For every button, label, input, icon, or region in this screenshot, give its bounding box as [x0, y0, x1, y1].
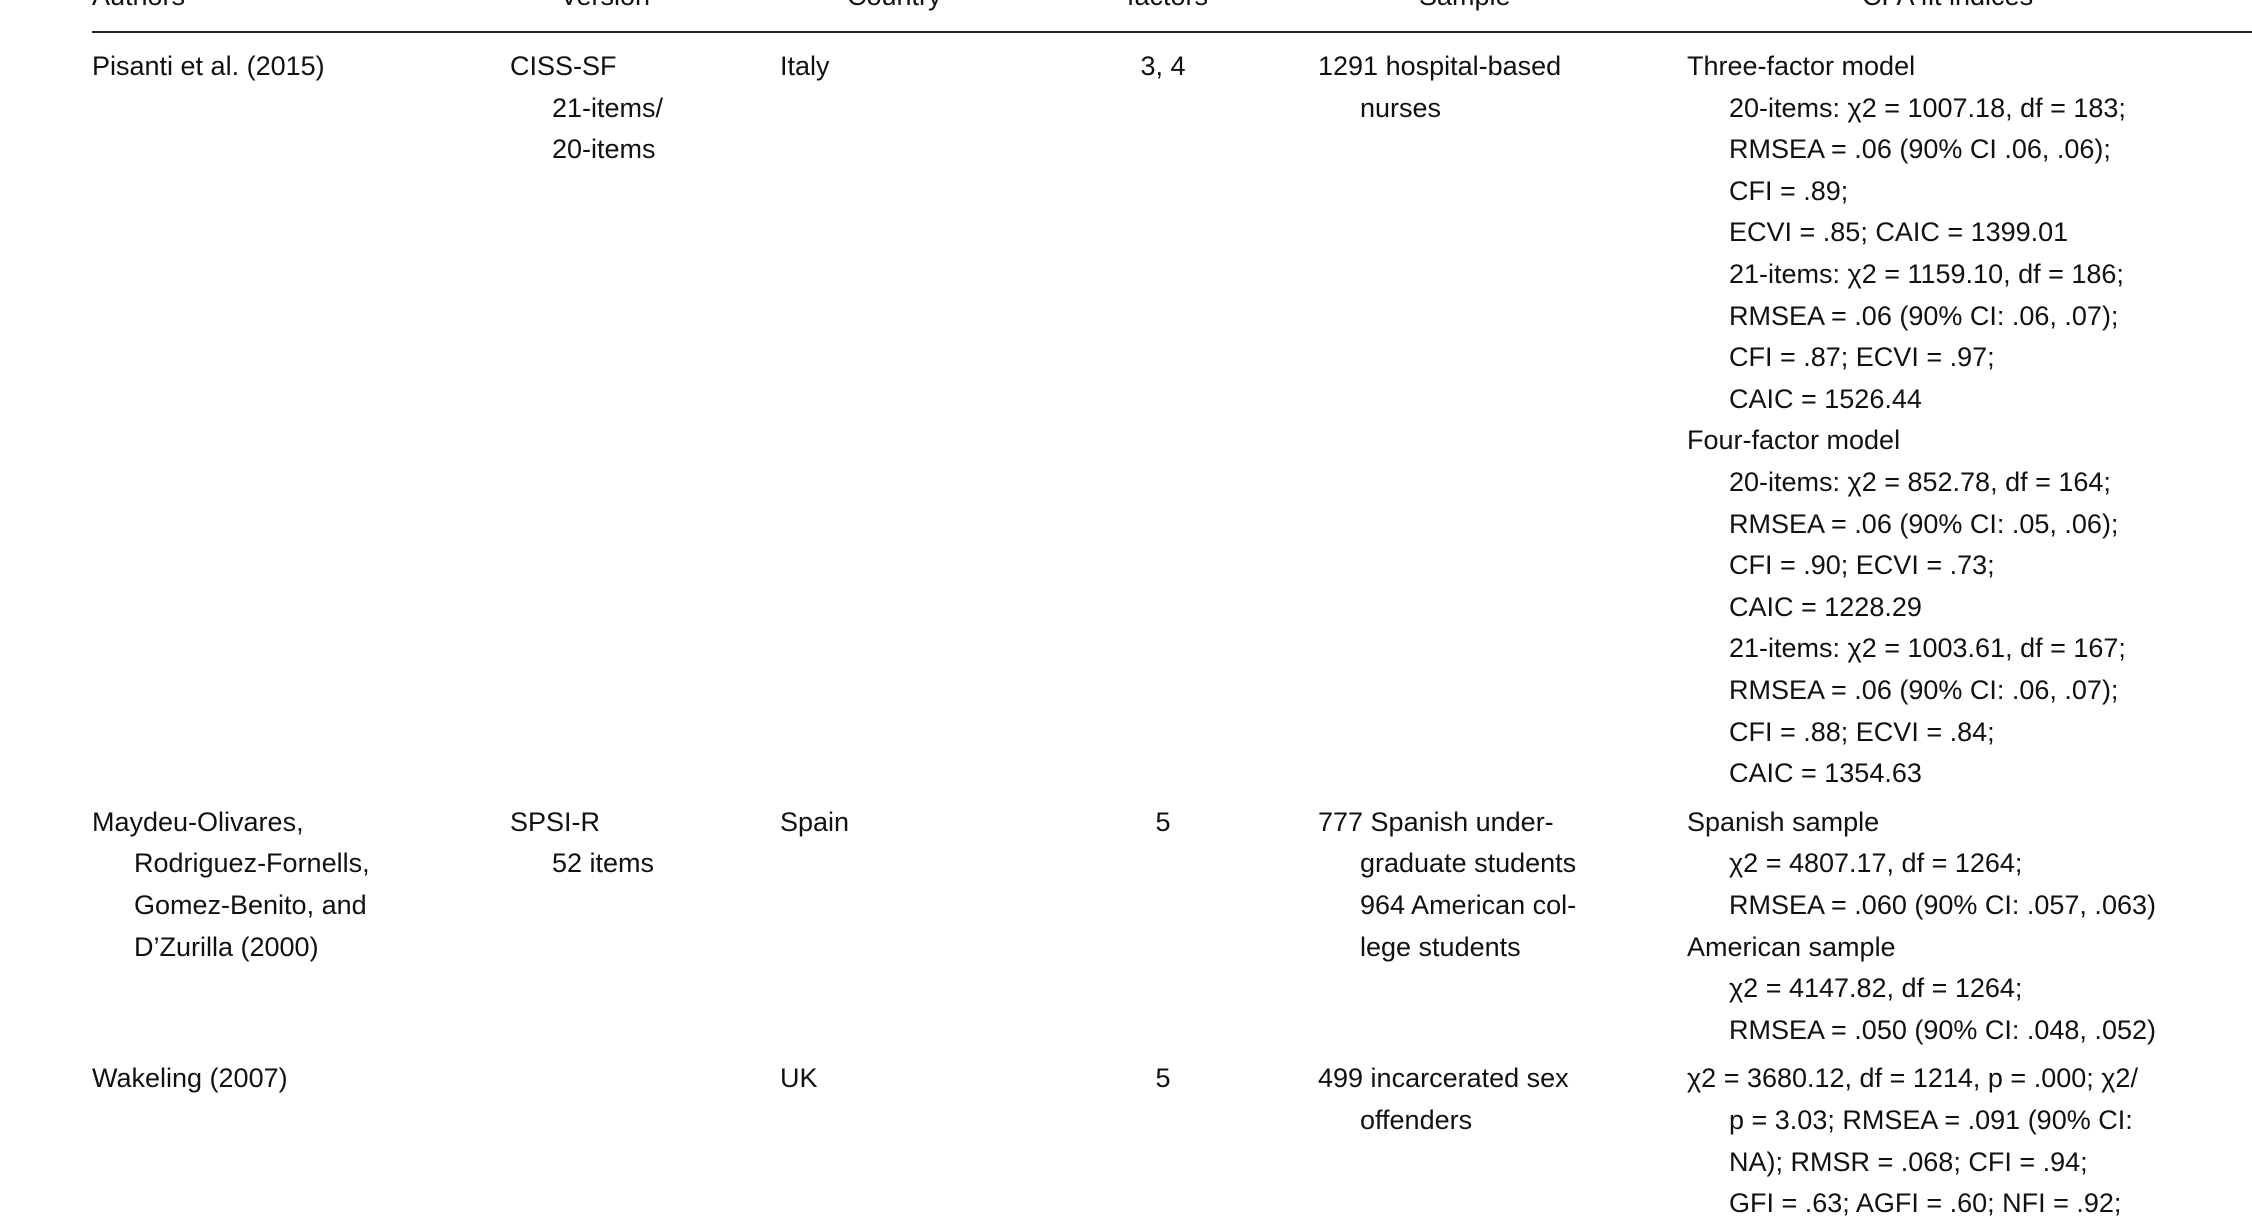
cfa-line: CFI = .90; ECVI = .73;: [1729, 550, 1995, 581]
factors-line: 3, 4: [1140, 51, 1186, 81]
cfa-line: Four-factor model: [1687, 425, 1901, 456]
country-line: Italy: [780, 51, 830, 81]
cfa-line: χ2 = 4807.17, df = 1264;: [1729, 848, 2023, 879]
cfa-line: CAIC = 1354.63: [1729, 758, 1922, 789]
header-cell: Country: [847, 0, 942, 18]
version-line: CISS-SF: [510, 51, 617, 81]
cfa-line: CFI = .87; ECVI = .97;: [1729, 342, 1995, 373]
cfa-line: NA); RMSR = .068; CFI = .94;: [1729, 1146, 2088, 1177]
header-cell: Authors: [92, 0, 185, 18]
cfa-line: ECVI = .85; CAIC = 1399.01: [1729, 217, 2069, 248]
version-line: 52 items: [552, 848, 655, 879]
cfa-line: RMSEA = .06 (90% CI: .06, .07);: [1729, 675, 2119, 705]
version-line: 21-items/: [552, 92, 664, 123]
cfa-line: RMSEA = .060 (90% CI: .057, .063): [1729, 890, 2156, 920]
cfa-line: Three-factor model: [1687, 51, 1916, 81]
sample-line: 777 Spanish under-: [1318, 806, 1554, 837]
authors-line: Wakeling (2007): [92, 1063, 288, 1094]
cfa-line: 20-items: χ2 = 1007.18, df = 183;: [1729, 92, 2126, 123]
header-cell: Version: [560, 0, 650, 18]
authors-line: D’Zurilla (2000): [134, 931, 319, 962]
cfa-line: χ2 = 3680.12, df = 1214, p = .000; χ2/: [1687, 1063, 2138, 1094]
cfa-line: CFI = .88; ECVI = .84;: [1729, 716, 1995, 747]
cfa-line: 20-items: χ2 = 852.78, df = 164;: [1729, 467, 2111, 497]
cfa-line: RMSEA = .050 (90% CI: .048, .052): [1729, 1014, 2156, 1045]
header-cell: CFA fit indices: [1862, 0, 2033, 18]
cfa-line: RMSEA = .06 (90% CI .06, .06);: [1729, 134, 2111, 165]
sample-line: 499 incarcerated sex: [1318, 1063, 1569, 1094]
sample-line: graduate students: [1360, 848, 1577, 879]
header-cell: factors: [1127, 0, 1208, 18]
factors-line: 5: [1155, 806, 1171, 837]
cfa-line: CAIC = 1526.44: [1729, 383, 1922, 414]
authors-line: Rodriguez-Fornells,: [134, 848, 370, 879]
header-rule: [92, 31, 2252, 33]
cfa-line: RMSEA = .06 (90% CI: .06, .07);: [1729, 300, 2119, 331]
sample-line: nurses: [1360, 92, 1442, 123]
authors-line: Gomez-Benito, and: [134, 890, 367, 920]
cfa-line: p = 3.03; RMSEA = .091 (90% CI:: [1729, 1105, 2133, 1135]
cfa-line: GFI = .63; AGFI = .60; NFI = .92;: [1729, 1188, 2122, 1219]
cfa-line: RMSEA = .06 (90% CI: .05, .06);: [1729, 508, 2119, 539]
authors-line: Maydeu-Olivares,: [92, 806, 304, 837]
header-cell: Sample: [1419, 0, 1511, 18]
factors-line: 5: [1155, 1063, 1171, 1094]
version-line: 20-items: [552, 134, 656, 165]
cfa-line: CFI = .89;: [1729, 175, 1849, 206]
cfa-line: Spanish sample: [1687, 806, 1880, 837]
cfa-line: American sample: [1687, 931, 1896, 962]
authors-line: Pisanti et al. (2015): [92, 51, 325, 81]
country-line: UK: [780, 1063, 818, 1094]
cfa-line: CAIC = 1228.29: [1729, 591, 1922, 622]
cfa-line: χ2 = 4147.82, df = 1264;: [1729, 973, 2023, 1004]
sample-line: lege students: [1360, 931, 1521, 962]
country-line: Spain: [780, 806, 850, 837]
sample-line: 1291 hospital-based: [1318, 51, 1562, 81]
cfa-line: 21-items: χ2 = 1003.61, df = 167;: [1729, 633, 2126, 664]
cfa-line: 21-items: χ2 = 1159.10, df = 186;: [1729, 259, 2124, 289]
version-line: SPSI-R: [510, 806, 601, 837]
sample-line: offenders: [1360, 1105, 1473, 1135]
sample-line: 964 American col-: [1360, 890, 1577, 920]
